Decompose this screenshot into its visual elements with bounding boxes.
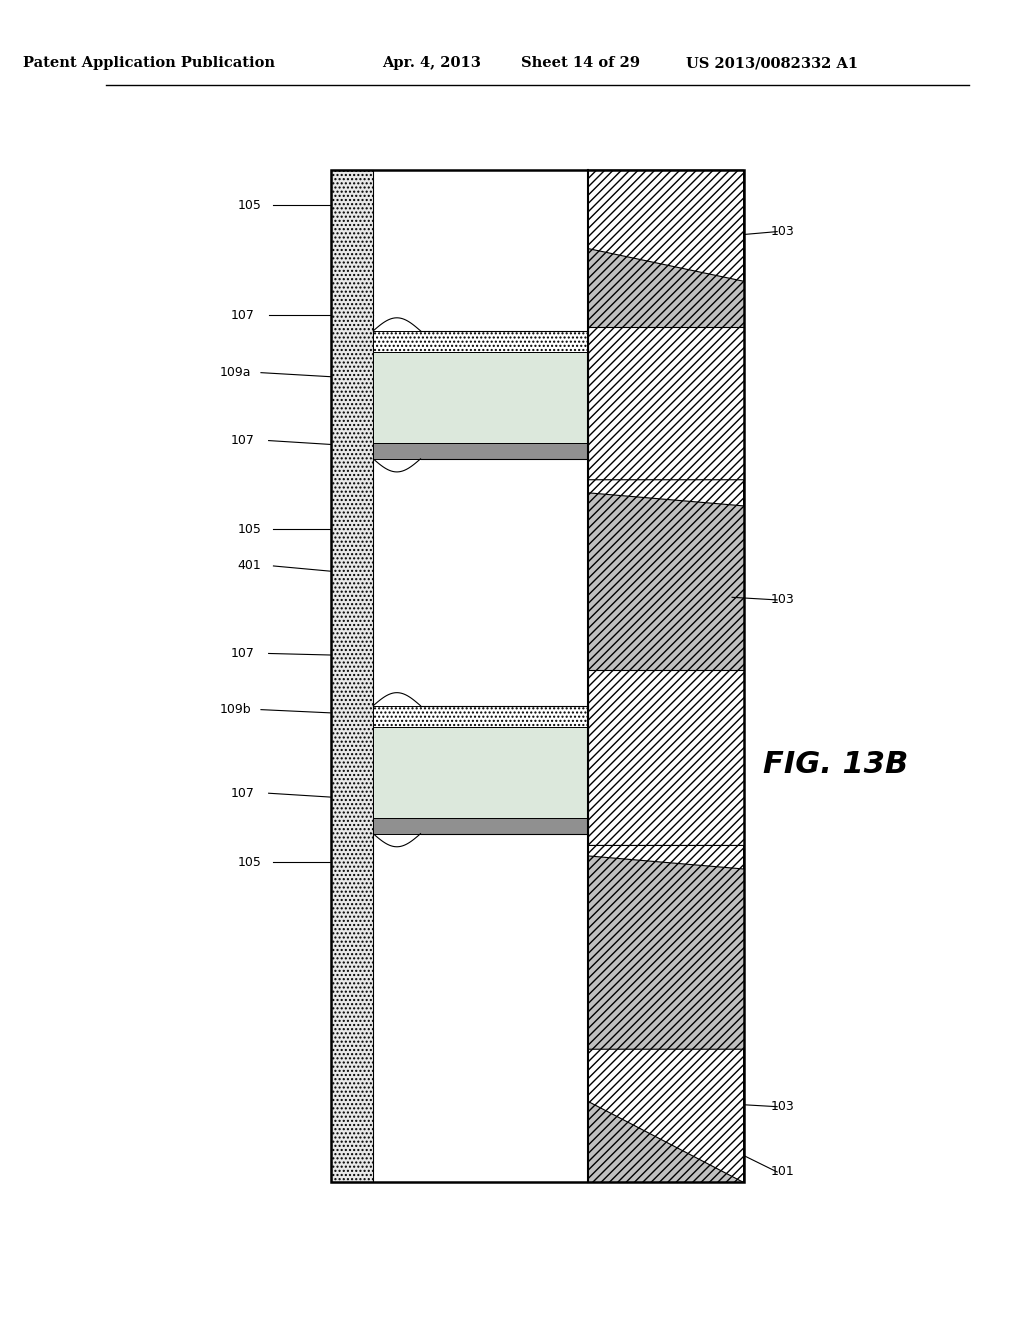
Bar <box>373 351 588 444</box>
Polygon shape <box>588 671 743 846</box>
Text: 103: 103 <box>771 226 795 238</box>
Text: Sheet 14 of 29: Sheet 14 of 29 <box>521 57 640 70</box>
Bar <box>588 170 743 1183</box>
Text: 107: 107 <box>230 787 255 800</box>
Bar <box>588 170 743 1183</box>
Text: 109b: 109b <box>219 704 251 717</box>
Text: 107: 107 <box>230 647 255 660</box>
Polygon shape <box>588 1049 743 1183</box>
Text: Apr. 4, 2013: Apr. 4, 2013 <box>382 57 481 70</box>
Bar <box>373 331 588 351</box>
Text: 105: 105 <box>238 855 261 869</box>
Text: 103: 103 <box>771 594 795 606</box>
Text: 101: 101 <box>771 1166 795 1179</box>
Text: 103: 103 <box>771 1100 795 1113</box>
Polygon shape <box>588 846 743 869</box>
Text: 107: 107 <box>230 434 255 447</box>
Text: FIG. 13B: FIG. 13B <box>763 750 908 779</box>
Text: 401: 401 <box>238 560 261 573</box>
Text: US 2013/0082332 A1: US 2013/0082332 A1 <box>686 57 858 70</box>
Bar <box>373 706 588 726</box>
Polygon shape <box>588 170 743 281</box>
Bar <box>331 170 743 1183</box>
Bar <box>373 444 588 459</box>
Text: 105: 105 <box>238 199 261 213</box>
Text: 105: 105 <box>238 523 261 536</box>
Bar <box>331 170 743 1183</box>
Bar <box>373 818 588 834</box>
Text: 107: 107 <box>230 309 255 322</box>
Text: 109a: 109a <box>219 366 251 379</box>
Bar <box>373 726 588 818</box>
Text: Patent Application Publication: Patent Application Publication <box>23 57 274 70</box>
Polygon shape <box>588 479 743 506</box>
Polygon shape <box>588 327 743 479</box>
Bar <box>331 170 373 1183</box>
